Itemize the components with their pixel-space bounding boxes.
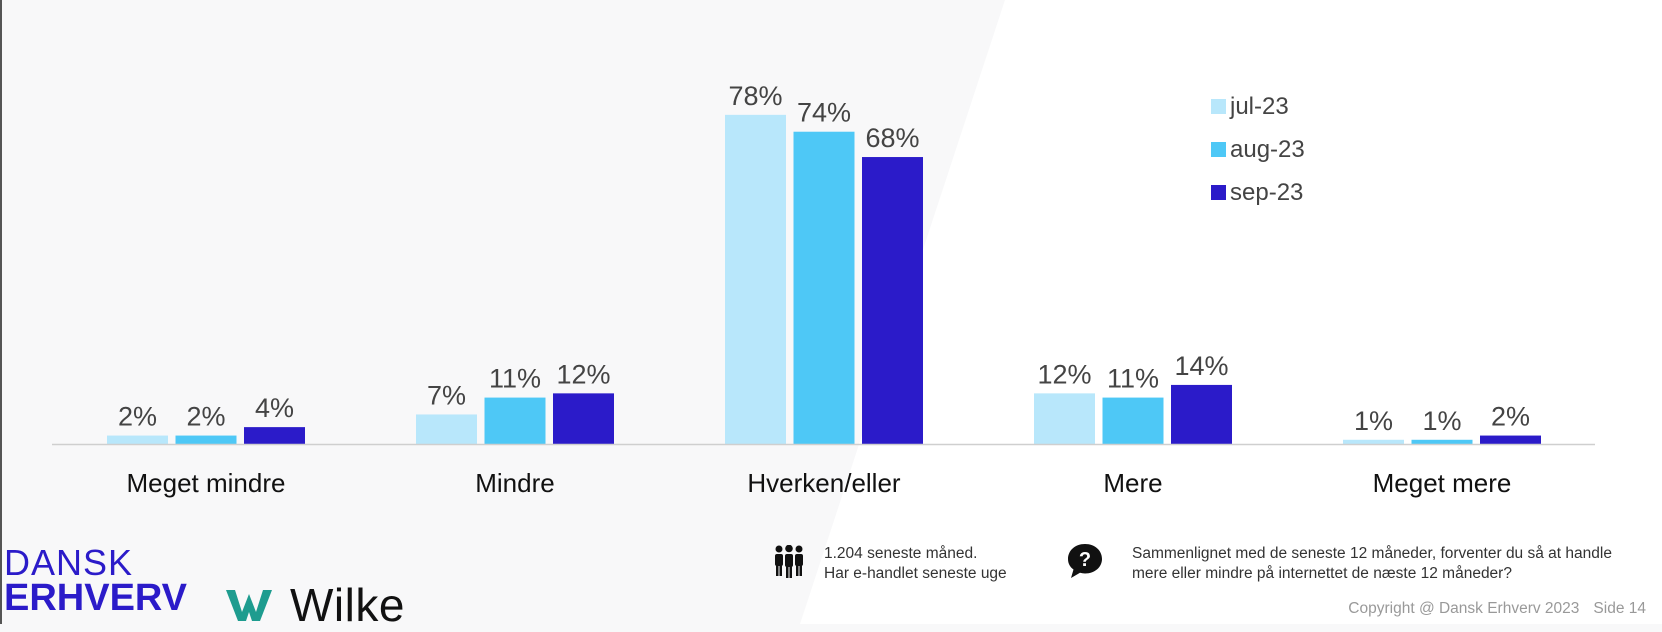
data-label-meget-mindre-aug-23: 2% [186,402,225,432]
question-line-1: Sammenlignet med de seneste 12 måneder, … [1132,545,1612,562]
bar-chart: 2% 2% 4% Meget mindre 7% 11% 12% Mindre 78% 74% 68… [52,81,1595,498]
dansk-erhverv-logo: DANSK ERHVERV [4,542,188,619]
left-edge [0,0,2,624]
question-line-2: mere eller mindre på internettet de næst… [1132,565,1512,582]
category-label-hverken-eller: Hverken/eller [747,468,901,498]
respondents-note: 1.204 seneste måned. Har e-handlet senes… [824,544,1007,584]
category-label-mere: Mere [1103,468,1162,498]
bar-mindre-sep-23 [553,393,614,444]
legend-label-aug-23: aug-23 [1230,136,1305,163]
data-label-mindre-aug-23: 11% [489,364,541,394]
bar-mindre-jul-23 [416,414,477,444]
data-label-mere-jul-23: 12% [1037,359,1091,389]
legend-label-sep-23: sep-23 [1230,179,1303,206]
data-label-meget-mere-aug-23: 1% [1422,406,1461,436]
page-number: Side 14 [1593,600,1646,617]
logo-erhverv-text: ERHVERV [4,577,188,619]
legend-swatch-aug-23 [1211,142,1226,157]
bar-meget-mere-jul-23 [1343,439,1404,444]
data-label-meget-mindre-jul-23: 2% [118,402,157,432]
bar-hverken-eller-aug-23 [793,131,855,444]
logo-dansk-text: DANSK [4,542,134,583]
data-label-mindre-sep-23: 12% [556,359,610,389]
survey-question: Sammenlignet med de seneste 12 måneder, … [1132,544,1612,584]
legend-swatch-sep-23 [1211,185,1226,200]
data-label-hverken-eller-sep-23: 68% [865,123,919,153]
data-label-meget-mere-sep-23: 2% [1491,402,1530,432]
bar-mere-sep-23 [1171,384,1232,444]
wilke-logo: Wilke [224,578,405,632]
data-label-mere-aug-23: 11% [1107,364,1159,394]
wilke-w-mark-icon [226,590,272,621]
category-label-meget-mere: Meget mere [1373,468,1512,498]
category-label-mindre: Mindre [475,468,554,498]
bar-mindre-aug-23 [484,397,546,444]
respondents-line-2: Har e-handlet seneste uge [824,565,1007,582]
data-label-meget-mere-jul-23: 1% [1354,406,1393,436]
logo-wilke-text: Wilke [290,579,405,631]
data-label-meget-mindre-sep-23: 4% [255,393,294,423]
bar-meget-mindre-sep-23 [244,427,305,444]
respondents-line-1: 1.204 seneste måned. [824,545,978,562]
data-label-mere-sep-23: 14% [1174,351,1228,381]
bar-mere-jul-23 [1034,393,1095,444]
bar-meget-mere-aug-23 [1411,439,1473,444]
bar-meget-mere-sep-23 [1480,435,1541,444]
data-label-hverken-eller-jul-23: 78% [728,81,782,111]
people-icon [775,545,803,578]
question-bubble-icon: ? [1068,544,1102,578]
bar-meget-mindre-aug-23 [175,435,237,444]
copyright-text: Copyright @ Dansk Erhverv 2023 [1348,600,1580,617]
copyright-footer: Copyright @ Dansk Erhverv 2023 Side 14 [1348,600,1646,618]
bar-hverken-eller-jul-23 [725,114,786,444]
data-label-mindre-jul-23: 7% [427,380,466,410]
bar-mere-aug-23 [1102,397,1164,444]
category-label-meget-mindre: Meget mindre [127,468,286,498]
svg-text:?: ? [1079,549,1091,571]
legend-label-jul-23: jul-23 [1229,93,1289,120]
legend-swatch-jul-23 [1211,99,1226,114]
data-label-hverken-eller-aug-23: 74% [797,98,851,128]
bar-meget-mindre-jul-23 [107,435,168,444]
bar-hverken-eller-sep-23 [862,157,923,445]
